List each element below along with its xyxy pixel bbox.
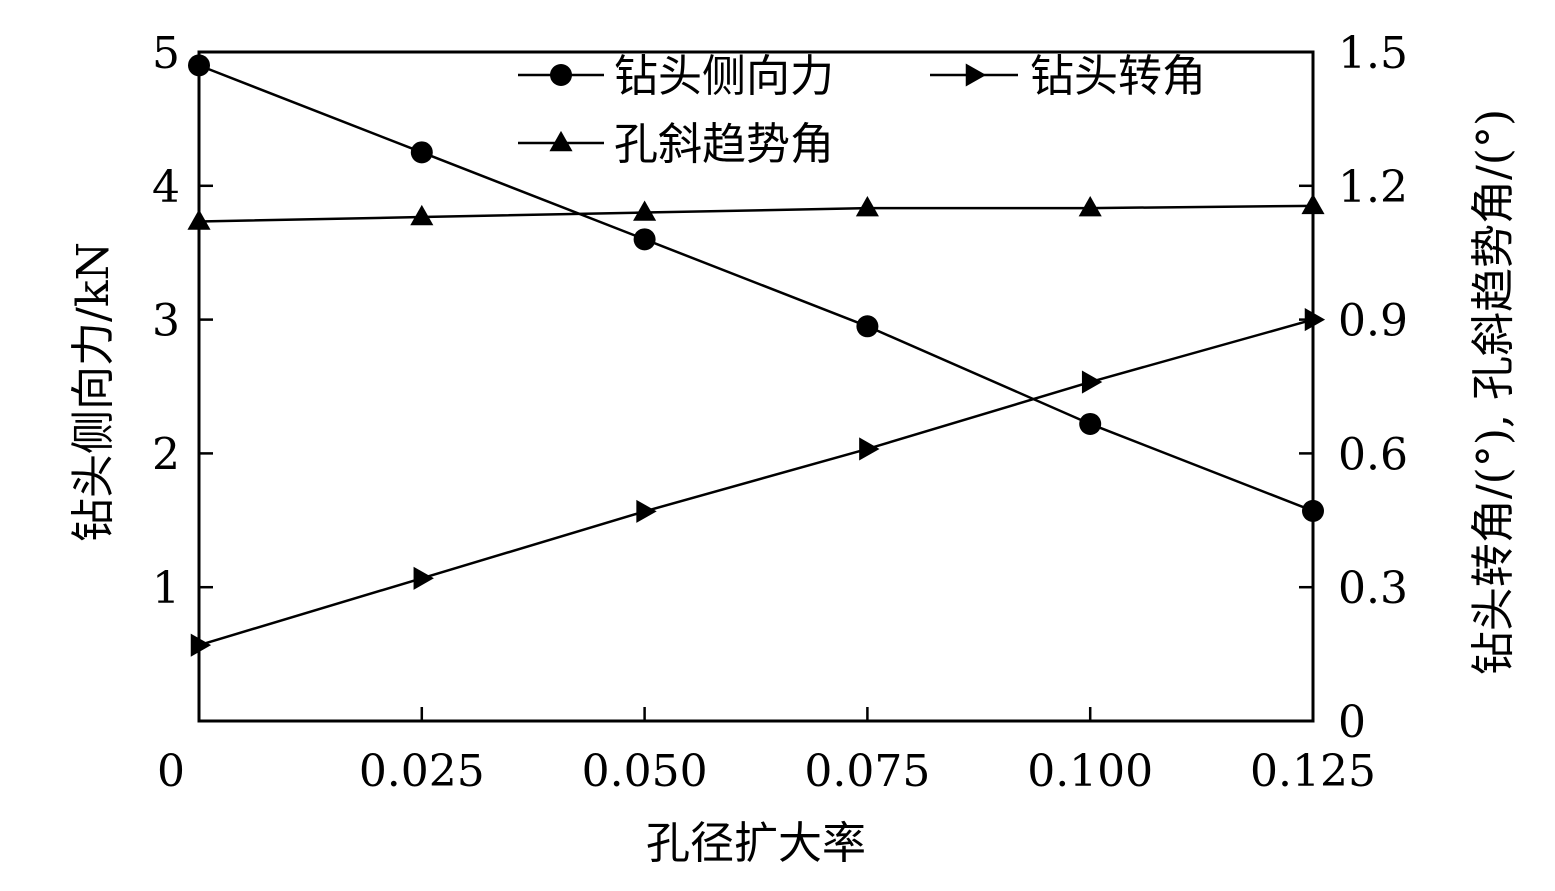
legend-label: 钻头转角 bbox=[1030, 51, 1206, 102]
y-right-tick-label: 1.5 bbox=[1338, 28, 1408, 79]
legend-item-hole-deviation-angle: 孔斜趋势角 bbox=[518, 119, 834, 170]
legend-item-bit-tilt-angle: 钻头转角 bbox=[930, 51, 1206, 102]
data-point-side-force bbox=[1079, 412, 1102, 435]
plot-area-border bbox=[197, 50, 1315, 723]
series-side-force bbox=[188, 54, 1324, 522]
data-point-bit-tilt-angle bbox=[190, 633, 212, 657]
y-right-tick-label: 1.2 bbox=[1338, 162, 1408, 213]
data-point-bit-tilt-angle bbox=[636, 499, 657, 523]
y-right-tick-label: 0.3 bbox=[1338, 563, 1408, 614]
data-point-hole-deviation-angle bbox=[1078, 196, 1102, 217]
data-point-bit-tilt-angle bbox=[1304, 308, 1326, 332]
plot-frame bbox=[197, 50, 1315, 723]
data-point-bit-tilt-angle bbox=[413, 566, 434, 590]
series-line-side-force bbox=[198, 64, 1314, 513]
data-point-side-force bbox=[633, 228, 656, 251]
data-point-hole-deviation-angle bbox=[1301, 193, 1325, 215]
series-layer bbox=[187, 54, 1326, 657]
y-right-tick-label: 0.6 bbox=[1338, 429, 1408, 480]
y-right-tick-label: 0 bbox=[1338, 697, 1366, 748]
y-axis-right-title: 钻头转角/(°), 孔斜趋势角/(°) bbox=[1468, 109, 1519, 675]
legend-marker bbox=[549, 130, 573, 152]
x-tick-label: 0.050 bbox=[582, 746, 708, 797]
y-left-tick-label: 2 bbox=[152, 429, 180, 480]
x-tick-label: 0.025 bbox=[359, 746, 485, 797]
x-tick-label: 0.075 bbox=[804, 746, 930, 797]
y-left-tick-label: 3 bbox=[152, 296, 180, 347]
legend-label: 孔斜趋势角 bbox=[614, 119, 834, 170]
x-tick-label: 0.100 bbox=[1027, 746, 1153, 797]
series-line-bit-tilt-angle bbox=[198, 318, 1314, 647]
series-bit-tilt-angle bbox=[190, 308, 1326, 657]
x-tick-label: 0 bbox=[157, 746, 185, 797]
y-axis-left-title: 钻头侧向力/kN bbox=[68, 242, 119, 542]
data-point-side-force bbox=[1302, 499, 1324, 522]
y-right-tick-label: 0.9 bbox=[1338, 296, 1408, 347]
data-point-bit-tilt-angle bbox=[859, 437, 880, 461]
legend-marker bbox=[965, 63, 987, 87]
x-tick-label: 0.125 bbox=[1250, 746, 1376, 797]
x-axis-title: 孔径扩大率 bbox=[646, 818, 866, 869]
y-left-tick-label: 4 bbox=[152, 162, 180, 213]
legend-label: 钻头侧向力 bbox=[614, 51, 834, 102]
legend-marker bbox=[550, 64, 572, 86]
data-point-side-force bbox=[188, 54, 210, 77]
y-left-tick-label: 5 bbox=[152, 28, 180, 79]
series-line-hole-deviation-angle bbox=[198, 204, 1314, 223]
data-point-side-force bbox=[856, 315, 879, 338]
legend-item-side-force: 钻头侧向力 bbox=[518, 51, 834, 102]
data-point-bit-tilt-angle bbox=[1081, 370, 1103, 394]
data-point-hole-deviation-angle bbox=[410, 204, 434, 226]
data-point-hole-deviation-angle bbox=[855, 196, 879, 217]
data-point-hole-deviation-angle bbox=[633, 200, 657, 221]
axis-ticks: 0 0.025 0.050 0.075 0.100 0.125 1 2 3 4 5 0 0.3 0.6 0.… bbox=[152, 28, 1408, 797]
series-hole-deviation-angle bbox=[187, 193, 1325, 230]
data-point-side-force bbox=[410, 141, 433, 164]
data-point-hole-deviation-angle bbox=[187, 209, 211, 230]
y-left-tick-label: 1 bbox=[152, 563, 180, 614]
